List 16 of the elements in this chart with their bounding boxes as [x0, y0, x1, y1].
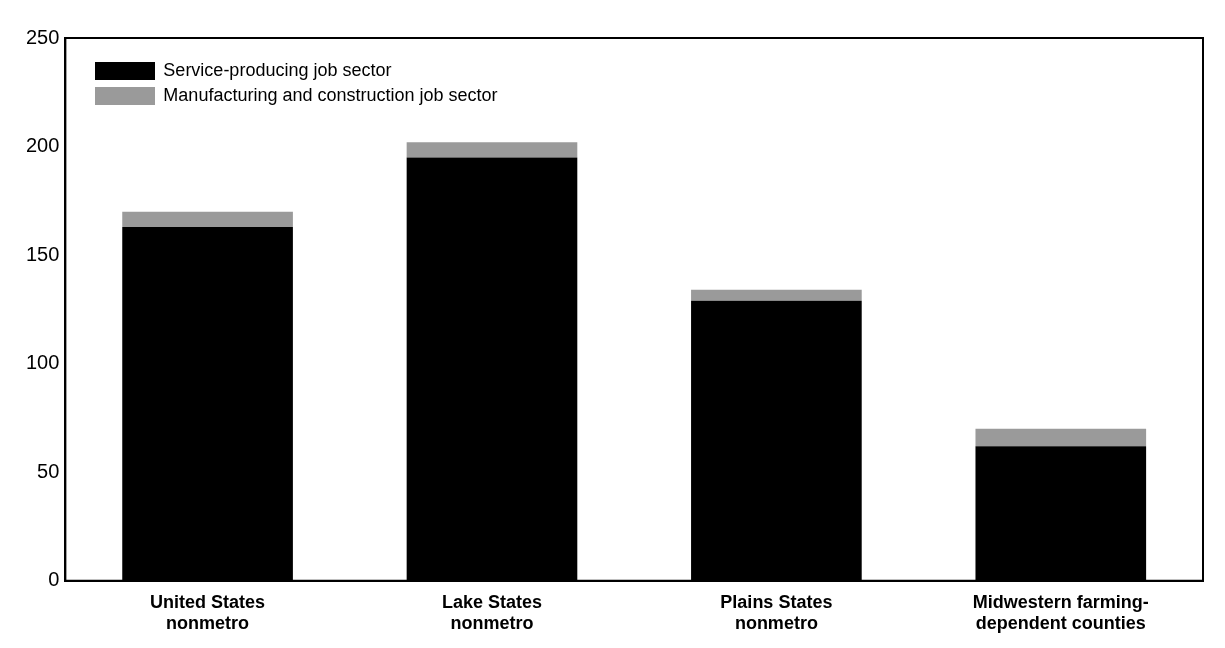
y-tick-label: 200	[25, 134, 60, 157]
bar	[691, 289, 862, 301]
bar	[975, 428, 1147, 447]
y-tick-label: 100	[25, 351, 60, 374]
legend-label: Manufacturing and construction job sector	[163, 85, 498, 106]
y-tick-label: 0	[48, 568, 60, 591]
y-tick-label: 50	[37, 459, 60, 482]
x-tick-label: Midwestern farming- dependent counties	[972, 591, 1149, 634]
bar	[406, 142, 578, 158]
y-tick-label: 250	[25, 25, 60, 48]
x-tick-label: Plains States nonmetro	[720, 591, 833, 634]
x-tick-label: Lake States nonmetro	[441, 591, 543, 634]
x-tick-label: United States nonmetro	[150, 591, 266, 634]
legend-label: Service-producing job sector	[163, 60, 392, 81]
y-tick-label: 150	[25, 242, 60, 265]
bar	[122, 211, 293, 227]
